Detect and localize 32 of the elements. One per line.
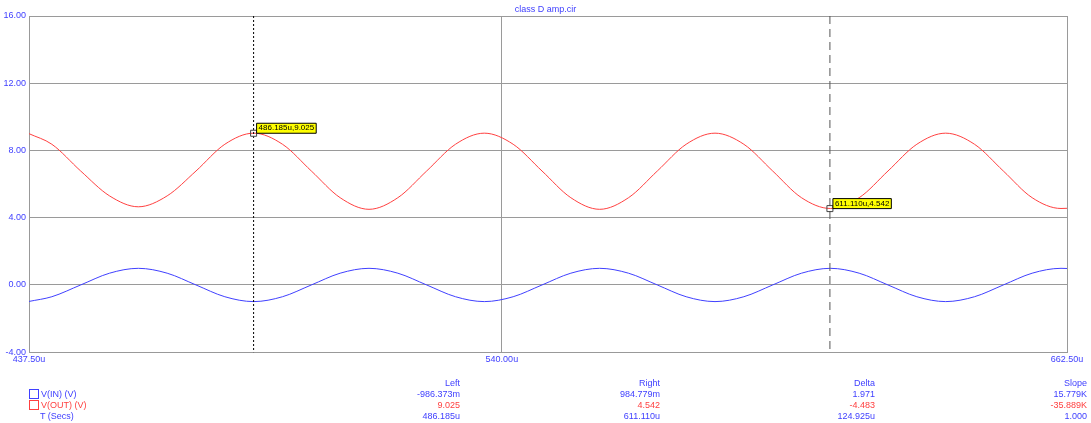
text: T (Secs) bbox=[40, 411, 74, 421]
text: 1.000 bbox=[1063, 411, 1087, 421]
text: 1.971 bbox=[851, 389, 875, 399]
annotation: 486.185u,9.025 bbox=[258, 123, 315, 133]
y-tick-label: 0.00 bbox=[8, 279, 26, 290]
y-tick-label: 4.00 bbox=[8, 212, 26, 223]
y-tick-label: 12.00 bbox=[3, 77, 26, 88]
legend-label: V(IN) (V) bbox=[41, 389, 77, 399]
text: 124.925u bbox=[836, 411, 875, 421]
text: 15.779K bbox=[1052, 389, 1087, 399]
text: Left bbox=[444, 378, 460, 388]
text: -35.889K bbox=[1049, 400, 1087, 410]
text: -4.483 bbox=[848, 400, 875, 410]
text: Right bbox=[638, 378, 660, 388]
text: Slope bbox=[1062, 378, 1087, 388]
text: 9.025 bbox=[436, 400, 460, 410]
text: 4.542 bbox=[636, 400, 660, 410]
y-tick-label: -4.00 bbox=[5, 346, 26, 357]
y-tick-label: 8.00 bbox=[8, 144, 26, 155]
text: 984.779m bbox=[618, 389, 660, 399]
x-tick-label: 662.50u bbox=[1050, 354, 1084, 365]
text: 611.110u bbox=[622, 411, 660, 421]
x-tick-label: 540.00u bbox=[485, 354, 519, 365]
legend-label: V(OUT) (V) bbox=[41, 400, 87, 410]
line-series bbox=[29, 267, 1067, 303]
y-tick-label: 16.00 bbox=[3, 10, 26, 21]
text: 486.185u bbox=[421, 411, 460, 421]
annotation: 611.110u,4.542 bbox=[834, 198, 890, 208]
x-tick-label: 437.50u bbox=[12, 354, 46, 365]
chart-title: class D amp.cir bbox=[514, 4, 577, 14]
text: -986.373m bbox=[415, 389, 460, 399]
text: Delta bbox=[853, 378, 875, 388]
